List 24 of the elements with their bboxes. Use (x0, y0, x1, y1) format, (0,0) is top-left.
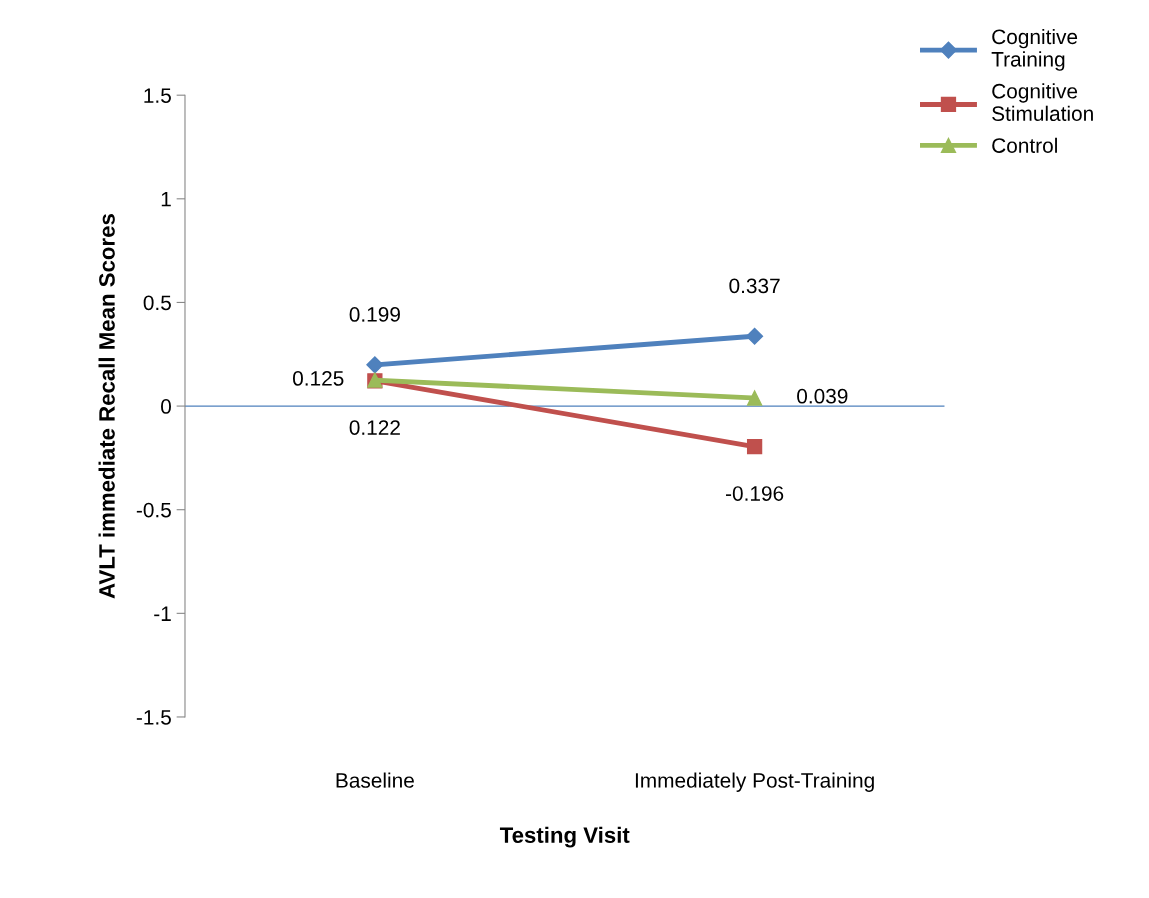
data-label: 0.337 (729, 278, 780, 294)
data-label: 0.039 (797, 388, 848, 404)
y-tick-label: -0.5 (136, 502, 171, 518)
data-label: 0.122 (349, 420, 400, 435)
data-label: 0.199 (349, 307, 400, 322)
point (746, 327, 764, 345)
point (746, 439, 763, 455)
y-tick-label: 1 (161, 192, 171, 207)
legend-label: Control (992, 137, 1057, 153)
legend-label: Cognitive Training (991, 28, 1078, 71)
point (746, 390, 763, 406)
x-tick-label: Baseline (336, 772, 414, 788)
point (366, 356, 384, 374)
x-tick-label: Immediately Post-Training (635, 772, 874, 792)
x-axis-title: Testing Visit (499, 826, 630, 848)
y-tick-label: 0.5 (143, 295, 171, 311)
y-axis-title: AVLT immediate Recall Mean Scores (98, 214, 115, 599)
y-tick-label: -1.5 (136, 710, 171, 725)
data-label: 0.125 (292, 371, 344, 386)
legend-label: Cognitive Stimulation (992, 83, 1093, 122)
y-tick-label: 0 (161, 399, 171, 414)
y-tick-label: 1.5 (144, 88, 171, 103)
y-tick-label: -1 (154, 606, 171, 621)
data-label: -0.196 (726, 486, 784, 501)
